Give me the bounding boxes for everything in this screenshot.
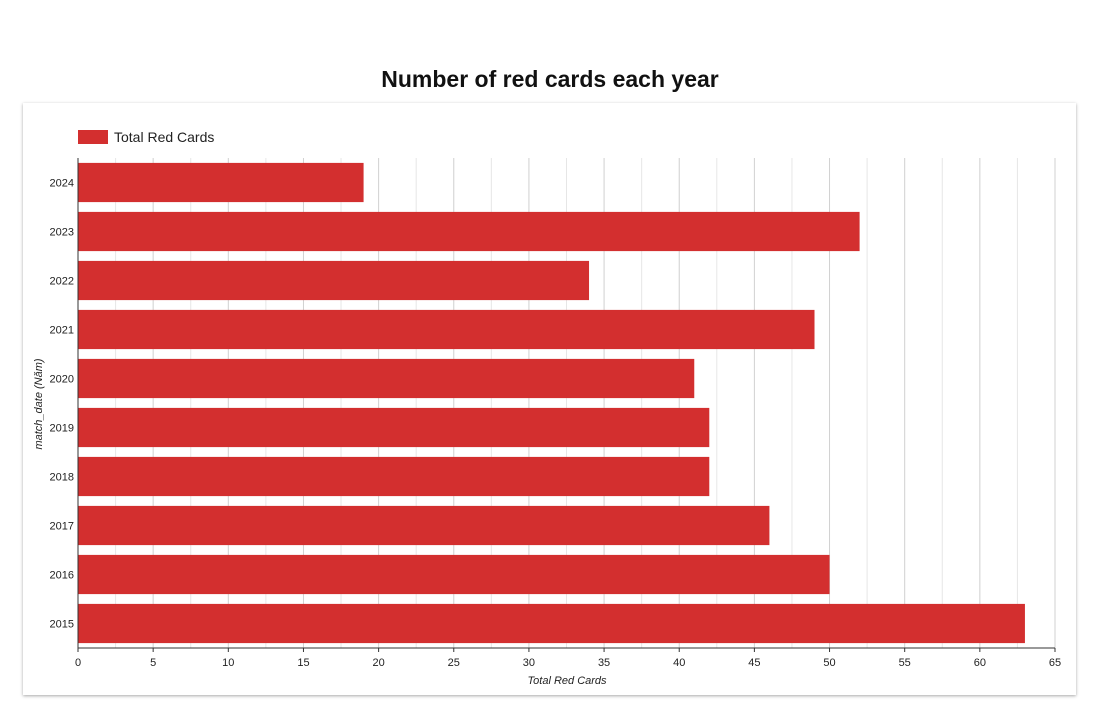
- x-tick-label: 15: [297, 657, 309, 669]
- bar-2024: [78, 162, 364, 203]
- x-tick-label: 10: [222, 657, 234, 669]
- x-tick-label: 0: [75, 657, 81, 669]
- chart-card: Total Red Cards 2024 2023 2022 2021 2020 2019…: [23, 103, 1076, 695]
- x-tick-label: 35: [598, 657, 610, 669]
- legend[interactable]: Total Red Cards: [78, 128, 214, 146]
- y-tick-label: 2019: [50, 423, 74, 435]
- legend-swatch: [78, 130, 108, 144]
- y-axis-label: match_date (Năm): [33, 358, 45, 449]
- bar-2021: [78, 309, 815, 350]
- x-tick-label: 25: [448, 657, 460, 669]
- bar-2020: [78, 358, 695, 399]
- bar-2019: [78, 407, 710, 448]
- y-tick-label: 2021: [50, 325, 74, 337]
- y-tick-label: 2016: [50, 570, 74, 582]
- bar-2017: [78, 505, 770, 546]
- y-axis: 2024 2023 2022 2021 2020 2019 2018 2017 2016 2015: [50, 158, 79, 648]
- x-axis-label: Total Red Cards: [527, 675, 607, 687]
- legend-label: Total Red Cards: [114, 129, 215, 145]
- y-tick-label: 2018: [50, 472, 74, 484]
- x-tick-label: 65: [1049, 657, 1061, 669]
- x-tick-label: 55: [899, 657, 911, 669]
- y-tick-label: 2022: [50, 276, 74, 288]
- bars: [78, 162, 1025, 644]
- y-tick-label: 2017: [50, 521, 74, 533]
- bar-2016: [78, 554, 830, 595]
- y-tick-label: 2015: [50, 619, 74, 631]
- y-tick-label: 2023: [50, 227, 74, 239]
- bar-chart: 2024202320222021202020192018201720162015…: [33, 158, 1061, 687]
- bar-2022: [78, 260, 590, 301]
- chart-title: Number of red cards each year: [381, 66, 719, 92]
- y-tick-label: 2024: [50, 178, 74, 190]
- x-tick-label: 50: [823, 657, 835, 669]
- bar-2023: [78, 211, 860, 252]
- x-tick-label: 45: [748, 657, 760, 669]
- x-tick-label: 60: [974, 657, 986, 669]
- x-tick-label: 20: [372, 657, 384, 669]
- x-tick-label: 30: [523, 657, 535, 669]
- x-tick-label: 5: [150, 657, 156, 669]
- x-tick-label: 40: [673, 657, 685, 669]
- bar-2015: [78, 603, 1025, 644]
- y-tick-label: 2020: [50, 374, 74, 386]
- bar-2018: [78, 456, 710, 497]
- x-axis: 0 5 10 15 20 25 30 35 40 45 50 55 60 65: [75, 647, 1061, 669]
